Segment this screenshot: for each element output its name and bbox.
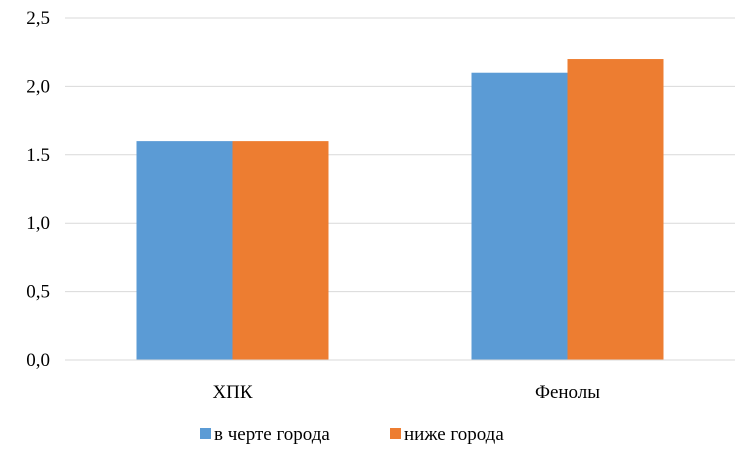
legend-label: в черте города [214, 424, 330, 445]
legend: в черте города ниже города [200, 424, 504, 445]
legend-swatch [390, 428, 401, 439]
y-tick-label: 2,0 [26, 76, 50, 97]
y-tick-label: 1.5 [26, 145, 50, 166]
bar-series-2-1 [567, 59, 664, 360]
bar-series-2-0 [232, 141, 329, 360]
x-category-label: ХПК [212, 382, 252, 403]
bars [136, 59, 664, 360]
y-tick-label: 1,0 [26, 213, 50, 234]
legend-swatch [200, 428, 211, 439]
y-tick-label: 2,5 [26, 8, 50, 29]
bar-series-1-0 [136, 141, 233, 360]
bar-series-1-1 [471, 72, 568, 360]
y-axis-tick-labels: 0,0 0,5 1,0 1.5 2,0 2,5 [26, 8, 50, 371]
x-axis-category-labels: ХПК Фенолы [212, 382, 600, 403]
x-category-label: Фенолы [535, 382, 600, 403]
legend-label: ниже города [404, 424, 504, 445]
y-tick-label: 0,0 [26, 350, 50, 371]
y-tick-label: 0,5 [26, 282, 50, 303]
